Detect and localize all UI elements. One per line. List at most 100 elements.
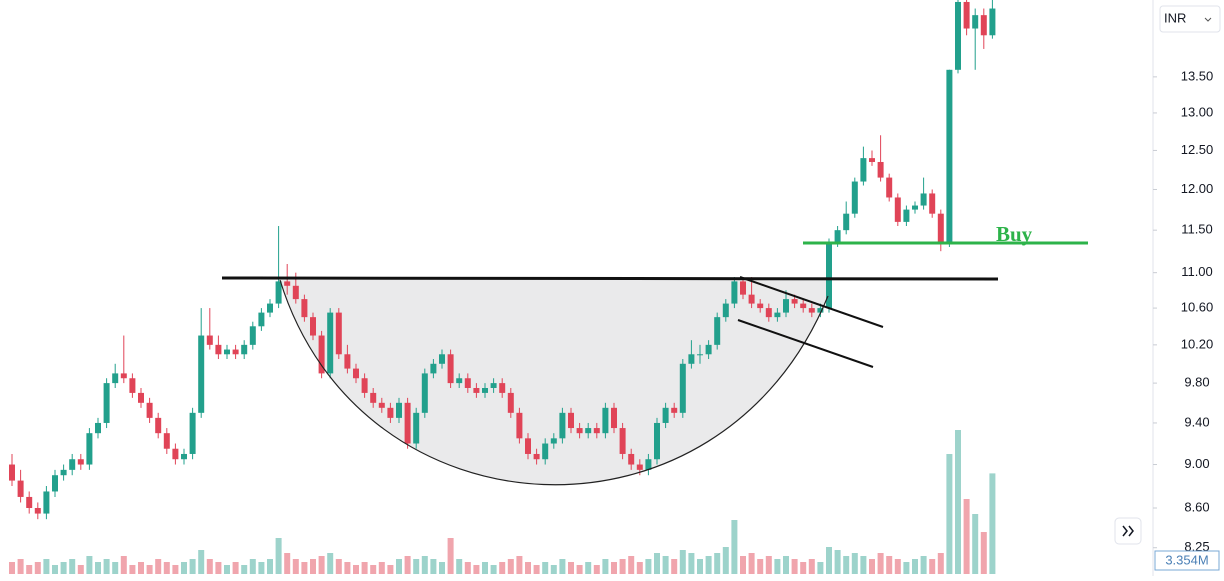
candle-body: [421, 373, 428, 413]
volume-bar: [361, 562, 368, 574]
volume-bar: [284, 553, 291, 574]
volume-bar: [413, 559, 420, 574]
candle-body: [490, 383, 497, 388]
candle-body: [602, 407, 609, 434]
volume-bar: [568, 562, 574, 574]
volume-bar: [851, 553, 858, 574]
volume-bar: [206, 559, 213, 574]
candle-body: [843, 213, 850, 231]
candle-body: [17, 480, 24, 497]
scroll-button[interactable]: [1114, 517, 1142, 545]
candle-body: [980, 15, 987, 36]
volume-bar: [327, 553, 334, 574]
volume-bar: [662, 556, 669, 574]
volume-bar: [516, 556, 523, 574]
candle-body: [120, 373, 127, 379]
y-tick-label: 9.00: [1184, 456, 1209, 471]
volume-bar: [181, 562, 187, 574]
volume-bar: [464, 562, 471, 574]
volume-bar: [740, 556, 746, 574]
candle-body: [69, 459, 76, 470]
volume-bar: [731, 520, 738, 574]
volume-bar: [258, 562, 265, 574]
candle-body: [112, 373, 119, 384]
candle-body: [705, 344, 712, 355]
candle-body: [430, 363, 437, 374]
volume-bar: [232, 562, 239, 574]
volume-bar: [826, 547, 832, 574]
candle-body: [593, 428, 600, 434]
candle-body: [275, 281, 282, 304]
candle-body: [860, 158, 867, 182]
candle-body: [929, 193, 936, 214]
candle-body: [473, 387, 480, 393]
volume-bar: [344, 562, 351, 574]
candle-body: [688, 354, 695, 364]
candle-body: [611, 407, 617, 429]
candle-body: [774, 312, 781, 318]
volume-bar: [937, 553, 944, 574]
volume-bar: [585, 562, 592, 574]
volume-bar: [353, 565, 359, 574]
volume-bar: [318, 556, 325, 574]
volume-bar: [636, 562, 643, 574]
candle-body: [482, 387, 488, 393]
volume-bar: [722, 547, 729, 574]
volume-bar: [404, 556, 411, 574]
volume-bar: [619, 559, 626, 574]
candle-body: [542, 443, 549, 460]
volume-bar: [748, 553, 755, 574]
candle-body: [516, 412, 523, 439]
candle-body: [155, 417, 162, 434]
candle-body: [464, 378, 471, 388]
candle-body: [456, 378, 463, 384]
candle-body: [628, 453, 635, 465]
candle-body: [215, 344, 222, 355]
candle-body: [370, 392, 377, 403]
candle-body: [318, 335, 325, 374]
candle-body: [292, 285, 299, 300]
volume-bar: [378, 562, 385, 574]
candle-body: [937, 213, 944, 243]
candle-body: [258, 312, 265, 327]
candle-body: [335, 312, 342, 355]
volume-bar: [714, 553, 721, 574]
volume-bar: [112, 562, 119, 574]
candle-body: [224, 349, 230, 355]
candle-body: [52, 475, 58, 492]
volume-bar: [800, 562, 807, 574]
volume-bar: [869, 559, 875, 574]
candle-body: [499, 383, 506, 393]
candle-body: [963, 1, 970, 29]
y-tick-label: 8.25: [1184, 539, 1209, 554]
volume-bar: [533, 565, 540, 574]
volume-bar: [860, 556, 867, 574]
volume-bar: [576, 565, 583, 574]
y-tick-label: 9.80: [1184, 375, 1209, 390]
candle-body: [172, 448, 179, 460]
y-tick-label: 10.20: [1181, 336, 1214, 351]
volume-bar: [843, 556, 850, 574]
candle-body: [757, 303, 764, 309]
volume-bar: [550, 565, 557, 574]
volume-bar: [95, 562, 101, 574]
candle-body: [43, 491, 50, 514]
candle-body: [800, 303, 807, 309]
volume-bar: [765, 556, 772, 574]
candle-body: [310, 317, 316, 336]
volume-bar: [482, 562, 488, 574]
currency-dropdown[interactable]: [1159, 5, 1221, 33]
volume-bar: [421, 556, 428, 574]
volume-bar: [370, 565, 377, 574]
candle-body: [972, 15, 979, 29]
candle-body: [585, 428, 592, 434]
candle-body: [181, 453, 187, 460]
candle-body: [447, 354, 454, 384]
volume-bar: [86, 556, 93, 574]
candle-body: [912, 205, 918, 210]
volume-pane: [9, 430, 996, 574]
volume-bar: [697, 559, 703, 574]
volume-badge: [1154, 550, 1220, 571]
candle-body: [198, 335, 205, 413]
